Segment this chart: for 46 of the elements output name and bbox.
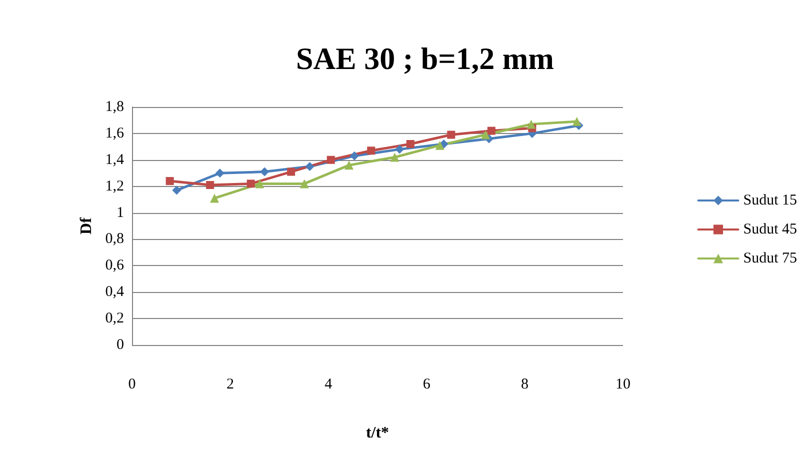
y-tick-label: 1 [116, 204, 124, 221]
point [344, 160, 354, 170]
y-tick-label: 1,6 [105, 125, 124, 142]
legend-label: Sudut 45 [743, 222, 798, 238]
point [260, 167, 270, 176]
chart-title: SAE 30 ; b=1,2 mm [296, 41, 554, 76]
y-tick-label: 1,2 [105, 178, 124, 194]
point [435, 140, 444, 150]
point [572, 117, 582, 126]
point [326, 156, 335, 164]
point [172, 186, 182, 195]
point [350, 151, 359, 160]
x-tick-label: 8 [521, 376, 529, 392]
y-tick-label: 0,2 [105, 310, 124, 327]
x-tick-label: 4 [324, 376, 333, 392]
legend-label: Sudut 15 [743, 192, 798, 208]
point [255, 179, 264, 188]
x-tick-label: 2 [226, 376, 234, 392]
point [481, 130, 490, 140]
point [390, 152, 400, 162]
point [406, 140, 414, 148]
point [447, 130, 456, 139]
y-tick-label: 1,4 [105, 152, 124, 168]
point [210, 194, 219, 203]
point [300, 179, 309, 188]
x-tick-label: 0 [128, 376, 136, 392]
point [287, 168, 296, 176]
x-tick-label: 10 [616, 376, 630, 392]
point [206, 181, 214, 190]
point [367, 146, 376, 155]
point [395, 144, 404, 154]
point [215, 168, 224, 178]
point [305, 162, 314, 171]
x-axis-title: t/t* [366, 424, 390, 442]
legend-label: Sudut 75 [743, 250, 798, 266]
y-tick-label: 1,8 [105, 99, 124, 115]
y-tick-label: 0,4 [105, 284, 124, 300]
point [526, 120, 536, 129]
point [246, 180, 255, 188]
point [166, 177, 174, 186]
y-axis-title: Df [78, 216, 95, 234]
y-tick-label: 0,8 [105, 231, 124, 248]
y-tick-label: 0 [116, 337, 124, 353]
y-tick-label: 0,6 [105, 258, 124, 274]
x-tick-label: 6 [422, 376, 431, 392]
point [487, 126, 496, 135]
